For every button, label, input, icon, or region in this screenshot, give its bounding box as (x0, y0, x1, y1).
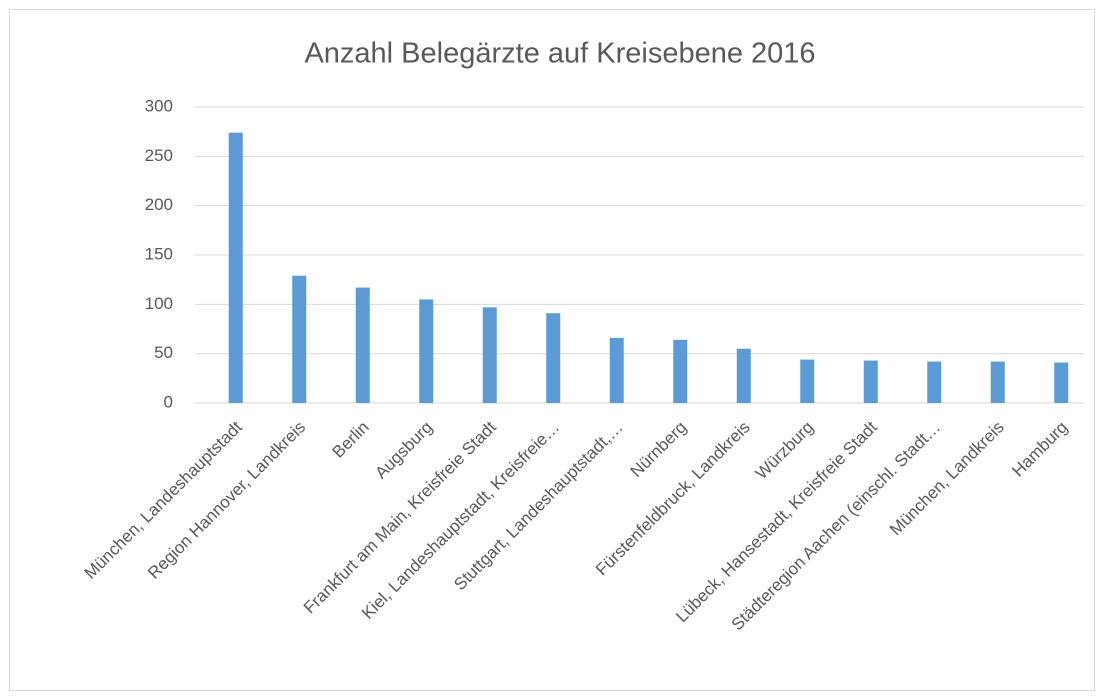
bar (355, 287, 370, 403)
bar (228, 132, 243, 404)
bar (800, 359, 815, 403)
y-tick-label: 250 (145, 146, 173, 165)
chart-title: Anzahl Belegärzte auf Kreisebene 2016 (304, 38, 815, 70)
y-tick-label: 0 (164, 392, 173, 411)
bar (419, 299, 434, 403)
bar (990, 361, 1005, 403)
y-tick-label: 300 (145, 96, 173, 115)
bar (927, 361, 942, 403)
bar (736, 348, 751, 403)
bar (1054, 362, 1069, 403)
y-tick-label: 100 (145, 294, 173, 313)
bar (609, 337, 624, 403)
bar (546, 313, 561, 403)
y-tick-label: 150 (145, 244, 173, 263)
bar (482, 307, 497, 403)
bar (292, 275, 307, 403)
y-tick-label: 50 (154, 343, 173, 362)
bar (863, 360, 878, 403)
y-tick-label: 200 (145, 195, 173, 214)
bar (673, 339, 688, 403)
